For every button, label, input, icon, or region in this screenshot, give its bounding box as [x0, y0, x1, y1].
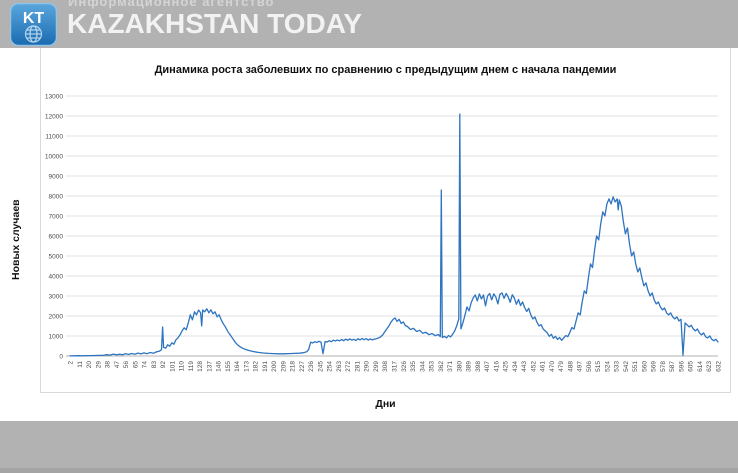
x-axis-title: Дни	[375, 398, 396, 410]
x-tick-label: 155	[225, 361, 232, 372]
y-tick-label: 10000	[45, 153, 63, 160]
x-tick-label: 398	[475, 361, 482, 372]
x-tick-label: 524	[604, 361, 611, 372]
x-tick-label: 308	[382, 361, 389, 372]
x-tick-label: 281	[354, 361, 361, 372]
x-tick-label: 173	[243, 361, 250, 372]
x-tick-label: 254	[327, 361, 334, 372]
y-tick-label: 12000	[45, 113, 63, 120]
y-axis-title: Новых случаев	[10, 199, 22, 281]
x-tick-label: 146	[216, 361, 223, 372]
x-tick-label: 344	[419, 361, 426, 372]
x-tick-label: 452	[530, 361, 537, 372]
globe-icon	[24, 25, 43, 43]
y-tick-label: 9000	[49, 173, 64, 180]
x-tick-label: 191	[262, 361, 269, 372]
y-tick-label: 5000	[49, 253, 64, 260]
x-tick-label: 128	[197, 361, 204, 372]
x-tick-label: 20	[86, 361, 93, 369]
x-tick-label: 533	[614, 361, 621, 372]
x-tick-label: 200	[271, 361, 278, 372]
x-tick-label: 38	[105, 361, 112, 369]
x-tick-label: 335	[410, 361, 417, 372]
x-tick-label: 479	[558, 361, 565, 372]
x-tick-label: 227	[299, 361, 306, 372]
x-tick-label: 425	[503, 361, 510, 372]
y-tick-label: 0	[59, 353, 63, 360]
logo-kt-text: KT	[23, 10, 45, 27]
x-tick-label: 74	[142, 361, 149, 369]
y-tick-label: 6000	[49, 233, 64, 240]
agency-subtitle: Информационное агентство	[68, 0, 275, 9]
y-tick-label: 2000	[49, 313, 64, 320]
footer-bar	[0, 421, 738, 473]
x-tick-label: 29	[95, 361, 102, 369]
x-tick-label: 416	[493, 361, 500, 372]
x-tick-label: 119	[188, 361, 195, 372]
x-tick-label: 326	[401, 361, 408, 372]
header-bar: KT Информационное агентство KAZAKHSTAN T…	[0, 0, 738, 48]
logo-background	[10, 3, 57, 46]
x-tick-label: 245	[317, 361, 324, 372]
x-tick-label: 407	[484, 361, 491, 372]
y-tick-label: 3000	[49, 293, 64, 300]
x-tick-label: 218	[290, 361, 297, 372]
chart-title: Динамика роста заболевших по сравнению с…	[154, 64, 617, 76]
brand-title: KAZAKHSTAN TODAY	[67, 8, 363, 39]
x-tick-label: 2	[68, 361, 75, 365]
x-tick-label: 11	[77, 361, 84, 368]
x-tick-label: 506	[586, 361, 593, 372]
x-tick-label: 317	[392, 361, 399, 372]
x-tick-label: 434	[512, 361, 519, 372]
x-tick-label: 587	[669, 361, 676, 372]
x-tick-label: 47	[114, 361, 121, 369]
y-tick-label: 7000	[49, 213, 64, 220]
x-tick-label: 623	[706, 361, 713, 372]
x-tick-label: 182	[253, 361, 260, 372]
footer-edge	[0, 468, 738, 473]
x-tick-label: 164	[234, 361, 241, 372]
x-tick-label: 92	[160, 361, 167, 369]
x-tick-label: 596	[678, 361, 685, 372]
x-tick-label: 371	[447, 361, 454, 372]
x-tick-label: 101	[169, 361, 176, 372]
y-tick-label: 1000	[49, 333, 64, 340]
x-tick-label: 515	[595, 361, 602, 372]
x-tick-label: 362	[438, 361, 445, 372]
data-line	[69, 113, 719, 357]
kt-logo: KT	[10, 3, 57, 46]
x-tick-label: 389	[466, 361, 473, 372]
y-tick-label: 11000	[45, 133, 63, 140]
x-tick-label: 299	[373, 361, 380, 372]
x-tick-label: 614	[697, 361, 704, 372]
y-tick-label: 4000	[49, 273, 64, 280]
x-tick-label: 272	[345, 361, 352, 372]
x-tick-label: 569	[651, 361, 658, 372]
x-tick-label: 353	[429, 361, 436, 372]
x-tick-label: 443	[521, 361, 528, 372]
x-tick-label: 461	[540, 361, 547, 372]
x-tick-label: 236	[308, 361, 315, 372]
y-tick-label: 8000	[49, 193, 64, 200]
x-tick-label: 83	[151, 361, 158, 369]
x-tick-label: 551	[632, 361, 639, 372]
line-chart: 0 1000 2000 3000 4000 5000 6000 7000 8000 9000 100…	[45, 93, 723, 372]
x-tick-label: 542	[623, 361, 630, 372]
x-tick-label: 605	[688, 361, 695, 372]
x-tick-label: 560	[641, 361, 648, 372]
x-tick-label: 632	[716, 361, 723, 372]
x-tick-label: 380	[456, 361, 463, 372]
x-tick-label: 263	[336, 361, 343, 372]
x-tick-label: 488	[567, 361, 574, 372]
x-tick-label: 137	[206, 361, 213, 372]
x-tick-label: 110	[179, 361, 186, 372]
x-tick-label: 290	[364, 361, 371, 372]
x-tick-label: 578	[660, 361, 667, 372]
y-tick-label: 13000	[45, 93, 63, 100]
x-tick-label: 497	[577, 361, 584, 372]
x-tick-label: 65	[132, 361, 139, 369]
x-tick-label: 209	[280, 361, 287, 372]
x-tick-label: 56	[123, 361, 130, 369]
x-tick-label: 470	[549, 361, 556, 372]
